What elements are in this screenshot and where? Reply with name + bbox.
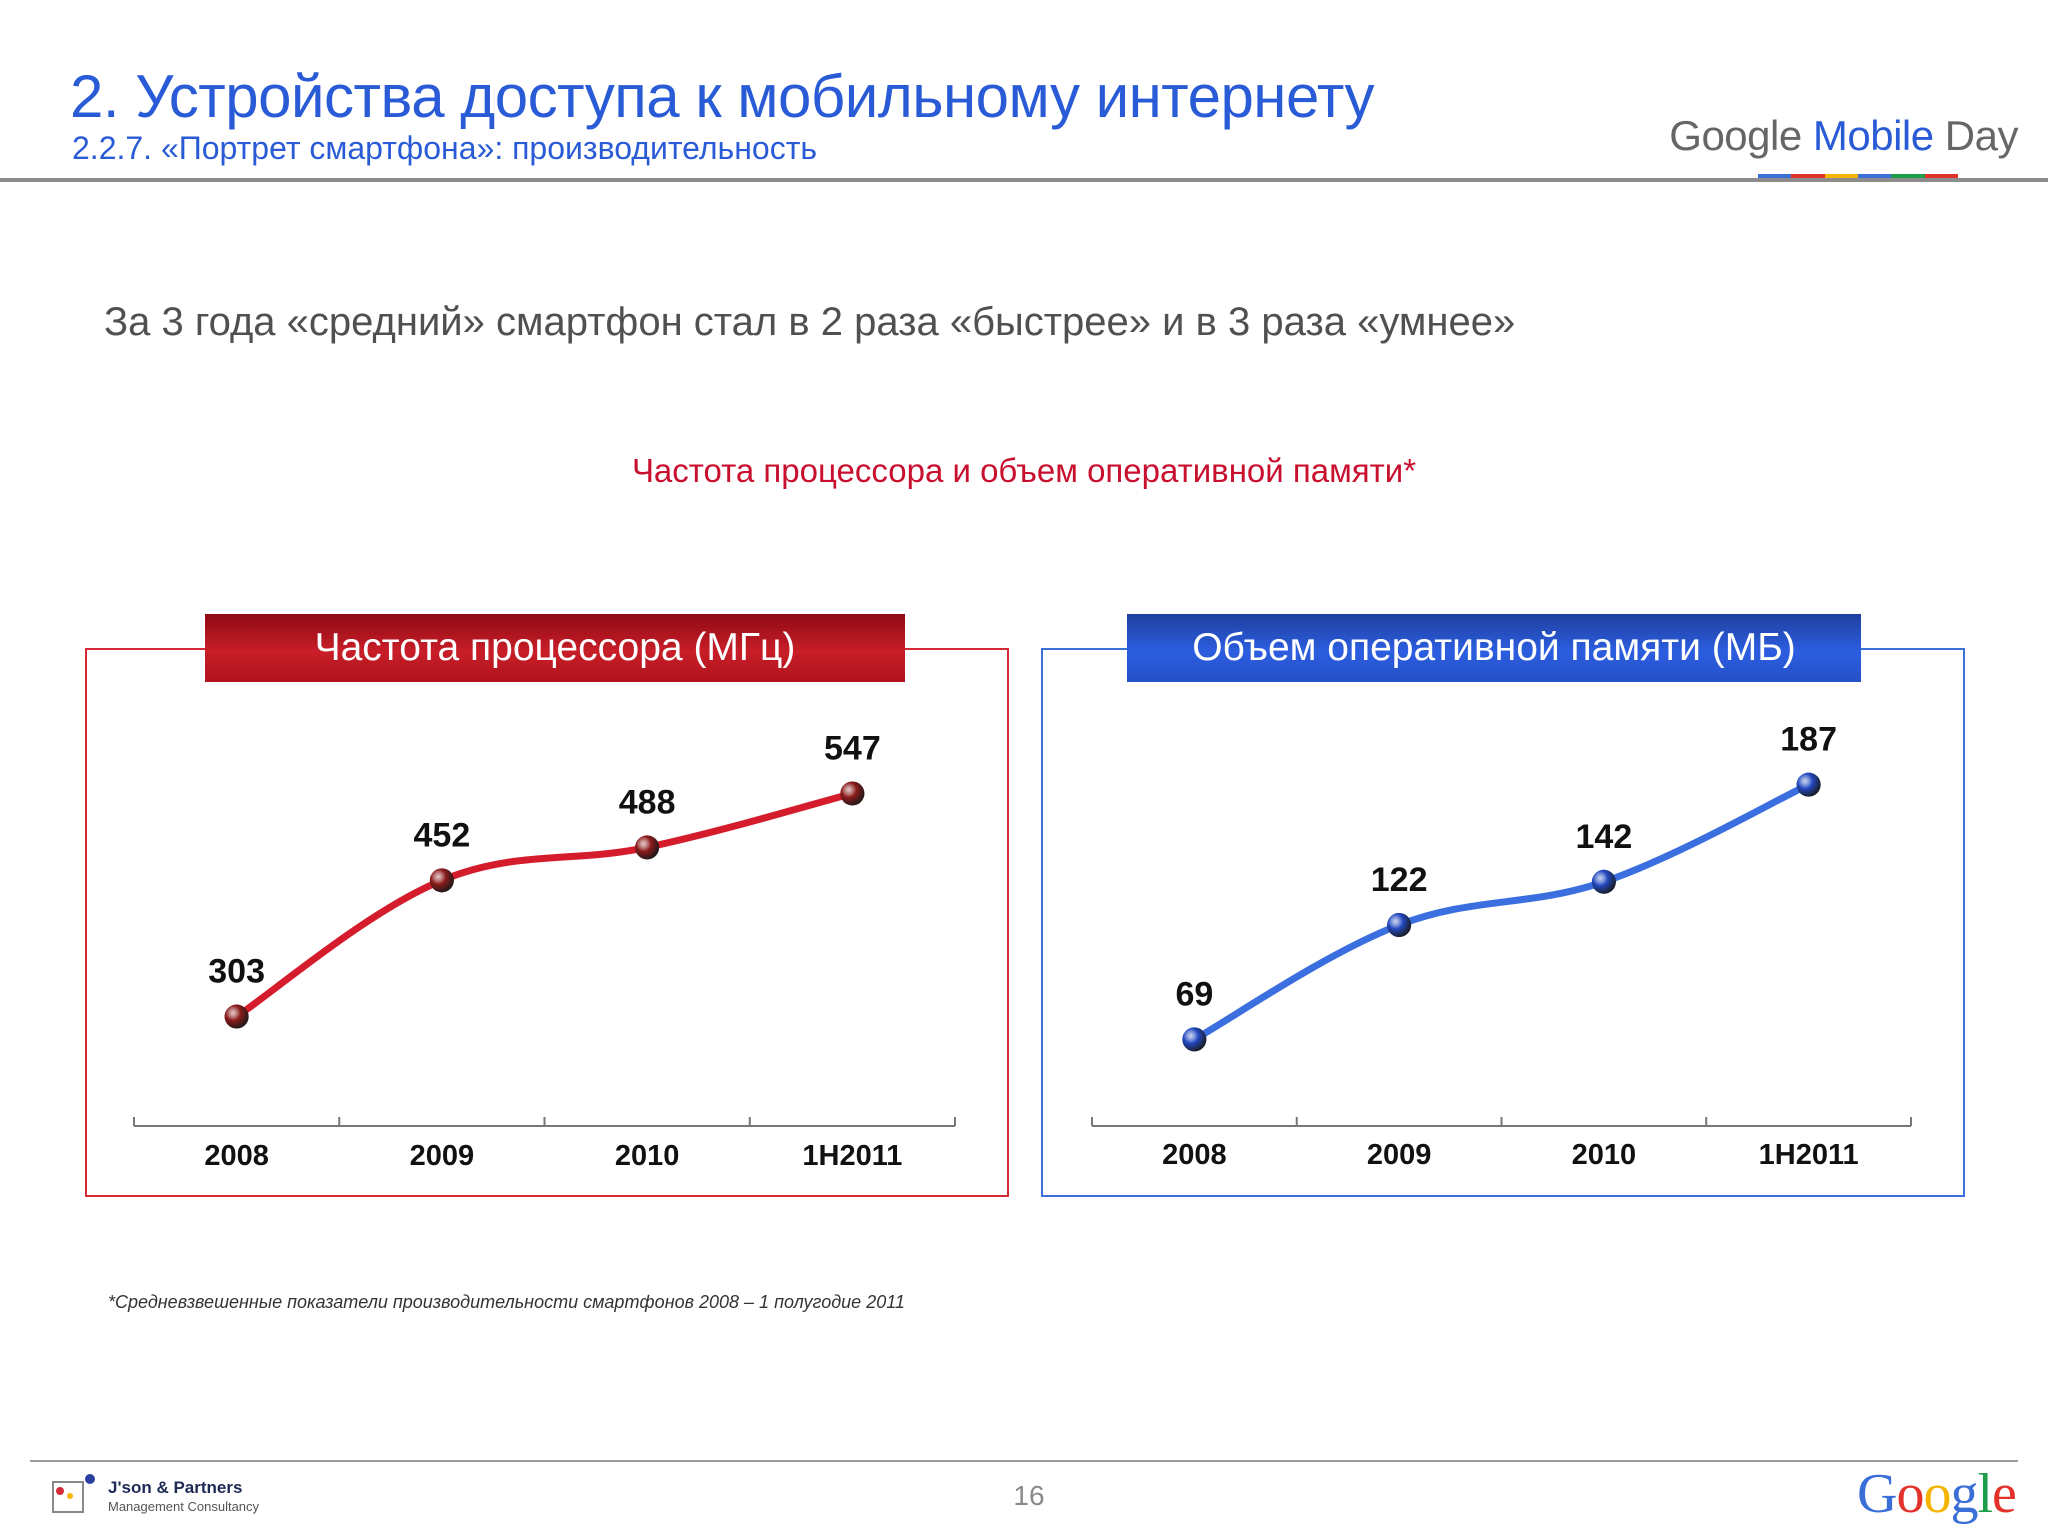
ram-value-label: 187 xyxy=(1780,721,1837,759)
brand-bar-segment xyxy=(1791,174,1825,178)
brand-word-day: Day xyxy=(1944,112,2019,159)
section-title: Частота процессора и объем оперативной п… xyxy=(631,452,1417,489)
ram-series-line xyxy=(1190,781,1813,1043)
ram-x-tick-label: 2010 xyxy=(1572,1139,1637,1171)
ram-data-point-shine xyxy=(1591,869,1616,894)
ram-chart-title: Объем оперативной памяти (МБ) xyxy=(1127,614,1861,682)
cpu-series-line xyxy=(233,789,856,1021)
brand-bar-segment xyxy=(1758,174,1792,178)
cpu-value-label: 452 xyxy=(414,816,471,854)
cpu-data-point-shine xyxy=(429,868,454,893)
cpu-chart-panel xyxy=(85,648,1009,1197)
cpu-x-tick-label: 2010 xyxy=(615,1140,680,1172)
footnote: *Средневзвешенные показатели производите… xyxy=(108,1292,905,1312)
cpu-data-point-shine xyxy=(224,1004,249,1029)
header-divider xyxy=(0,178,2048,182)
brand-color-bar xyxy=(1758,174,1958,178)
ram-data-point-shine xyxy=(1796,772,1821,797)
brand-bar-segment xyxy=(1924,174,1958,178)
cpu-data-point-shine xyxy=(635,835,660,860)
footer-divider xyxy=(30,1460,2018,1462)
cpu-x-tick-label: 2008 xyxy=(204,1140,269,1172)
ram-chart-panel xyxy=(1041,648,1965,1197)
ram-data-point-shine xyxy=(1387,912,1412,937)
brand-bar-segment xyxy=(1824,174,1858,178)
page-number: 16 xyxy=(1013,1480,1045,1511)
google-logo-letter: o xyxy=(1923,1463,1951,1525)
ram-x-tick-label: 1H2011 xyxy=(1759,1139,1859,1171)
google-logo-letter: l xyxy=(1977,1463,1993,1525)
cpu-x-tick-label: 2009 xyxy=(410,1140,475,1172)
google-logo-letter: G xyxy=(1857,1463,1897,1525)
cpu-x-tick-label: 1H2011 xyxy=(802,1140,902,1172)
page-title: 2. Устройства доступа к мобильному интер… xyxy=(70,63,1374,130)
cpu-chart-title: Частота процессора (МГц) xyxy=(205,614,905,682)
lead-statement: За 3 года «средний» смартфон стал в 2 ра… xyxy=(104,300,1516,344)
company-subtitle: Management Consultancy xyxy=(108,1499,260,1514)
ram-value-label: 122 xyxy=(1371,861,1428,899)
brand-bar-segment xyxy=(1891,174,1925,178)
page-subtitle: 2.2.7. «Портрет смартфона»: производител… xyxy=(72,130,818,166)
brand-bar-segment xyxy=(1857,174,1892,178)
ram-value-label: 142 xyxy=(1576,818,1633,856)
google-logo-letter: e xyxy=(1992,1463,2017,1525)
brand-word-mobile: Mobile xyxy=(1812,112,1934,159)
google-mobile-day-logo: Google Mobile Day xyxy=(1669,112,2018,160)
cpu-value-label: 547 xyxy=(824,729,881,767)
google-logo-letter: g xyxy=(1950,1463,1978,1525)
ram-x-tick-label: 2008 xyxy=(1162,1139,1227,1171)
company-name: J'son & Partners xyxy=(108,1478,243,1497)
google-logo: Google xyxy=(1857,1462,2017,1526)
cpu-data-point-shine xyxy=(840,781,865,806)
cpu-value-label: 488 xyxy=(619,783,676,821)
brand-word-google: Google xyxy=(1669,112,1802,159)
google-logo-letter: o xyxy=(1896,1463,1924,1525)
cpu-value-label: 303 xyxy=(208,953,265,991)
jsonpartners-logo-icon xyxy=(52,1474,95,1513)
ram-value-label: 69 xyxy=(1175,975,1213,1013)
ram-data-point-shine xyxy=(1182,1027,1207,1052)
ram-x-tick-label: 2009 xyxy=(1367,1139,1432,1171)
